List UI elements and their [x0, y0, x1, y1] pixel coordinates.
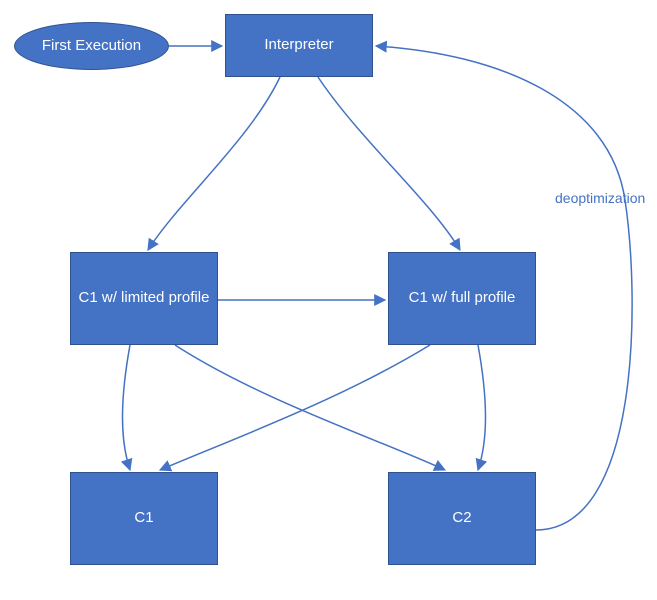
- node-label: C2: [452, 509, 471, 528]
- edge-e-interp-c1full: [318, 77, 460, 250]
- node-c2: C2: [388, 472, 536, 565]
- node-label: C1: [134, 509, 153, 528]
- edge-label-deoptimization: deoptimization: [555, 190, 645, 206]
- node-label: C1 w/ full profile: [409, 289, 516, 308]
- node-label: First Execution: [42, 37, 141, 56]
- node-label: Interpreter: [264, 36, 333, 55]
- edge-label-text: deoptimization: [555, 190, 645, 206]
- node-interpreter: Interpreter: [225, 14, 373, 77]
- node-label: C1 w/ limited profile: [79, 289, 210, 308]
- edge-e-c1lim-c1: [123, 345, 131, 470]
- diagram-canvas: First Execution Interpreter C1 w/ limite…: [0, 0, 657, 600]
- edge-e-c1full-c2: [478, 345, 486, 470]
- node-first-execution: First Execution: [14, 22, 169, 70]
- node-c1: C1: [70, 472, 218, 565]
- node-c1-limited-profile: C1 w/ limited profile: [70, 252, 218, 345]
- edge-e-c1full-c1: [160, 345, 430, 470]
- edge-e-c1lim-c2: [175, 345, 445, 470]
- edge-e-interp-c1lim: [148, 77, 280, 250]
- node-c1-full-profile: C1 w/ full profile: [388, 252, 536, 345]
